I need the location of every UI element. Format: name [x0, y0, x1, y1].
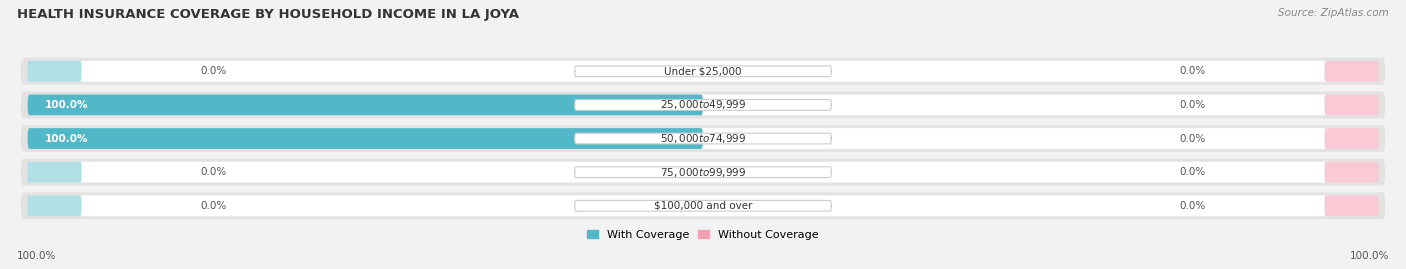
FancyBboxPatch shape	[28, 128, 1378, 149]
Text: $75,000 to $99,999: $75,000 to $99,999	[659, 166, 747, 179]
Text: 0.0%: 0.0%	[201, 66, 226, 76]
FancyBboxPatch shape	[28, 195, 1378, 216]
Text: $25,000 to $49,999: $25,000 to $49,999	[659, 98, 747, 111]
FancyBboxPatch shape	[28, 195, 82, 216]
Text: $50,000 to $74,999: $50,000 to $74,999	[659, 132, 747, 145]
Text: 0.0%: 0.0%	[1180, 201, 1205, 211]
Text: $100,000 and over: $100,000 and over	[654, 201, 752, 211]
FancyBboxPatch shape	[28, 162, 82, 183]
FancyBboxPatch shape	[1324, 128, 1378, 149]
FancyBboxPatch shape	[575, 100, 831, 110]
FancyBboxPatch shape	[575, 133, 831, 144]
Text: Source: ZipAtlas.com: Source: ZipAtlas.com	[1278, 8, 1389, 18]
Text: 0.0%: 0.0%	[1180, 100, 1205, 110]
FancyBboxPatch shape	[21, 125, 1385, 152]
Text: 0.0%: 0.0%	[201, 167, 226, 177]
Text: 100.0%: 100.0%	[45, 100, 89, 110]
Text: 100.0%: 100.0%	[17, 251, 56, 261]
FancyBboxPatch shape	[28, 61, 1378, 82]
FancyBboxPatch shape	[575, 200, 831, 211]
FancyBboxPatch shape	[21, 58, 1385, 85]
Text: 0.0%: 0.0%	[201, 201, 226, 211]
FancyBboxPatch shape	[1324, 61, 1378, 82]
Text: HEALTH INSURANCE COVERAGE BY HOUSEHOLD INCOME IN LA JOYA: HEALTH INSURANCE COVERAGE BY HOUSEHOLD I…	[17, 8, 519, 21]
FancyBboxPatch shape	[28, 94, 703, 115]
FancyBboxPatch shape	[28, 61, 82, 82]
FancyBboxPatch shape	[575, 167, 831, 178]
FancyBboxPatch shape	[21, 91, 1385, 118]
Text: 100.0%: 100.0%	[45, 133, 89, 144]
FancyBboxPatch shape	[21, 159, 1385, 186]
Text: Under $25,000: Under $25,000	[664, 66, 742, 76]
Text: 100.0%: 100.0%	[1350, 251, 1389, 261]
FancyBboxPatch shape	[21, 192, 1385, 219]
FancyBboxPatch shape	[575, 66, 831, 77]
Text: 0.0%: 0.0%	[1180, 66, 1205, 76]
FancyBboxPatch shape	[28, 128, 703, 149]
FancyBboxPatch shape	[28, 162, 1378, 183]
FancyBboxPatch shape	[1324, 195, 1378, 216]
FancyBboxPatch shape	[1324, 162, 1378, 183]
Legend: With Coverage, Without Coverage: With Coverage, Without Coverage	[582, 226, 824, 245]
FancyBboxPatch shape	[28, 94, 1378, 115]
Text: 0.0%: 0.0%	[1180, 133, 1205, 144]
Text: 0.0%: 0.0%	[1180, 167, 1205, 177]
FancyBboxPatch shape	[1324, 94, 1378, 115]
